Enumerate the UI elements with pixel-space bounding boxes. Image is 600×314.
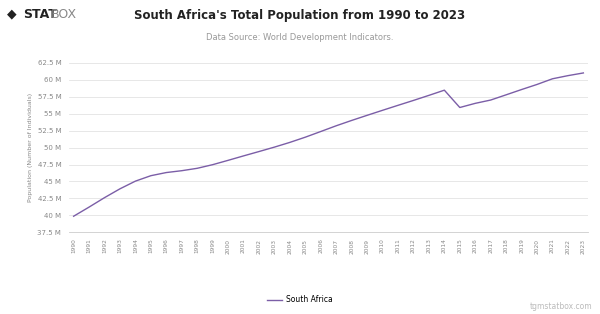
Y-axis label: Population (Number of Individuals): Population (Number of Individuals) (28, 93, 34, 202)
Text: BOX: BOX (51, 8, 77, 21)
Text: ◆: ◆ (7, 8, 17, 21)
Text: South Africa's Total Population from 1990 to 2023: South Africa's Total Population from 199… (134, 9, 466, 22)
Text: STAT: STAT (23, 8, 56, 21)
Legend: South Africa: South Africa (264, 292, 336, 307)
Text: tgmstatbox.com: tgmstatbox.com (530, 302, 593, 311)
Text: Data Source: World Development Indicators.: Data Source: World Development Indicator… (206, 33, 394, 42)
